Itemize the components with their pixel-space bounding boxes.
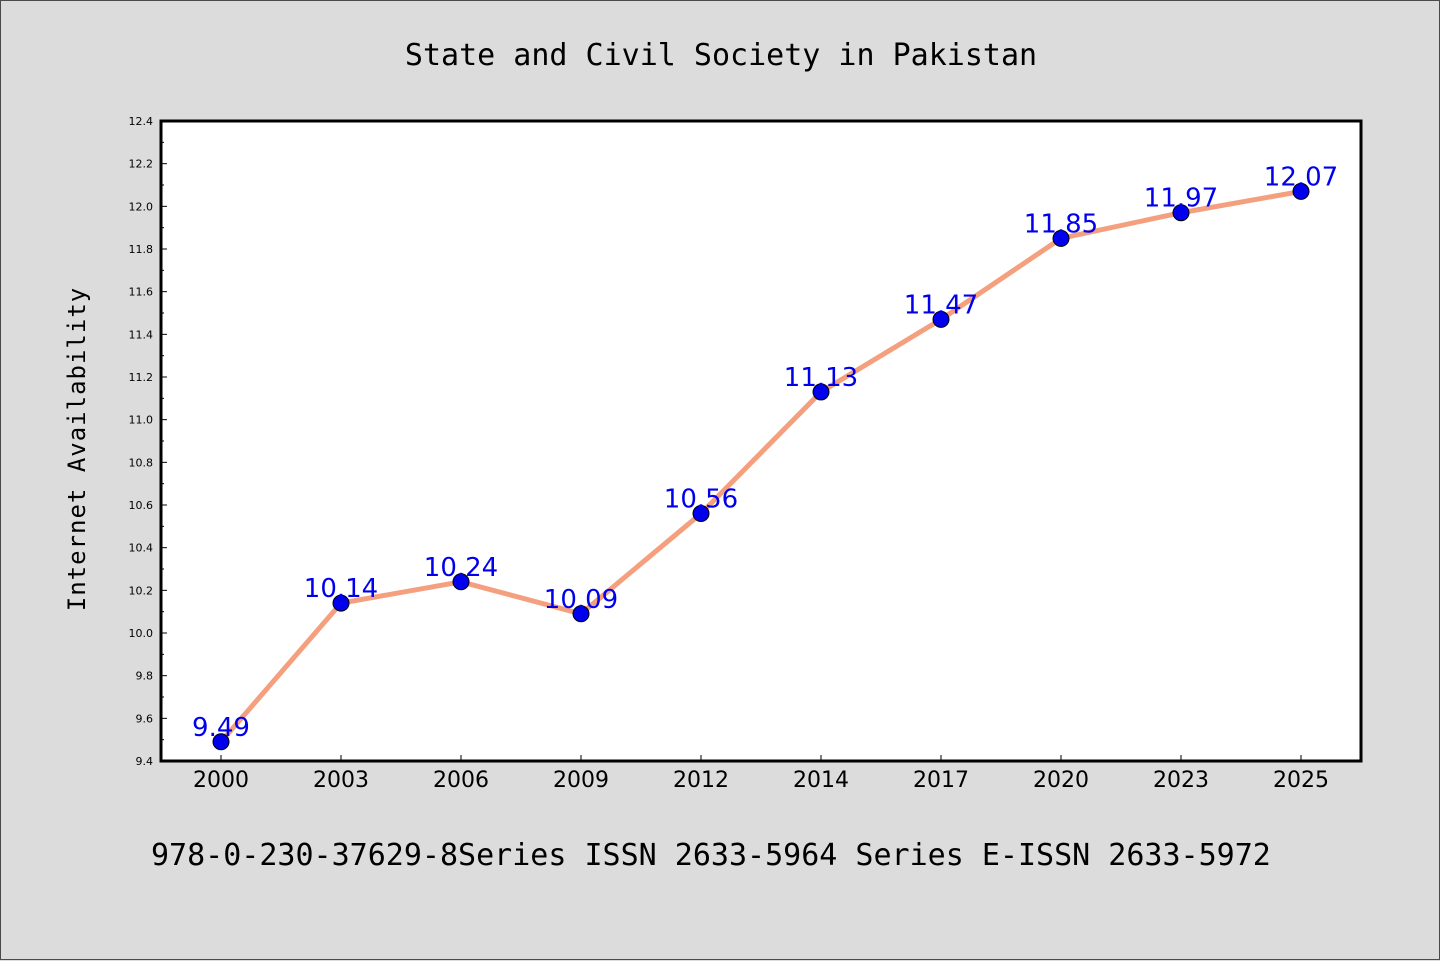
data-label: 11.13 (784, 363, 858, 393)
x-tick-label: 2009 (553, 768, 609, 793)
data-label: 10.56 (664, 485, 738, 515)
y-tick-label: 9.8 (136, 670, 154, 683)
data-point (692, 505, 710, 523)
y-tick-label: 12.0 (129, 200, 154, 213)
data-point (932, 310, 950, 328)
data-label: 11.97 (1144, 184, 1218, 214)
isbn-footer: 978-0-230-37629-8Series ISSN 2633-5964 S… (151, 838, 1271, 873)
data-point (1052, 229, 1070, 247)
y-tick-label: 10.4 (129, 542, 154, 555)
y-tick-label: 11.0 (129, 414, 154, 427)
x-axis-ticks: 2000 2003 2006 2009 2012 2014 2017 2020 2023 2025 (193, 755, 1329, 793)
y-tick-label: 12.4 (129, 115, 154, 128)
x-tick-label: 2020 (1033, 768, 1089, 793)
series-layer: 9.49 10.14 10.24 10.09 10.56 11.13 11.47 11.85 1… (192, 162, 1338, 751)
x-tick-label: 2000 (193, 768, 249, 793)
y-tick-label: 10.8 (129, 456, 154, 469)
y-tick-label: 10.2 (129, 584, 154, 597)
data-label: 11.85 (1024, 209, 1098, 239)
y-tick-label: 11.2 (129, 371, 154, 384)
y-tick-label: 12.2 (129, 158, 154, 171)
x-tick-label: 2012 (673, 768, 729, 793)
y-axis-ticks: 9.4 9.6 9.8 10.0 10.2 10.4 10.6 10.8 11.0 11.2 11.… (129, 115, 167, 768)
y-tick-label: 11.8 (129, 243, 154, 256)
data-label: 12.07 (1264, 162, 1338, 192)
y-axis-label: Internet Availability (63, 287, 91, 611)
data-point (332, 594, 350, 612)
data-label: 10.09 (544, 585, 618, 615)
data-label: 10.24 (424, 553, 498, 583)
y-tick-label: 10.6 (129, 499, 154, 512)
chart-title: State and Civil Society in Pakistan (405, 38, 1037, 73)
data-label: 10.14 (304, 574, 378, 604)
data-point (212, 733, 230, 751)
x-tick-label: 2017 (913, 768, 969, 793)
x-tick-label: 2023 (1153, 768, 1209, 793)
y-tick-label: 10.0 (129, 627, 154, 640)
y-tick-label: 9.6 (136, 712, 154, 725)
data-point (1172, 204, 1190, 222)
y-tick-label: 9.4 (136, 755, 154, 768)
x-tick-label: 2014 (793, 768, 849, 793)
series-line (218, 188, 1304, 745)
y-tick-label: 11.6 (129, 286, 154, 299)
data-point (812, 383, 830, 401)
data-label: 9.49 (192, 713, 250, 743)
data-point (572, 605, 590, 623)
x-tick-label: 2025 (1273, 768, 1329, 793)
data-point (1292, 182, 1310, 200)
data-label: 11.47 (904, 290, 978, 320)
x-tick-label: 2006 (433, 768, 489, 793)
data-point (452, 573, 470, 591)
y-tick-label: 11.4 (129, 328, 154, 341)
plot-area (159, 119, 1363, 763)
x-tick-label: 2003 (313, 768, 369, 793)
